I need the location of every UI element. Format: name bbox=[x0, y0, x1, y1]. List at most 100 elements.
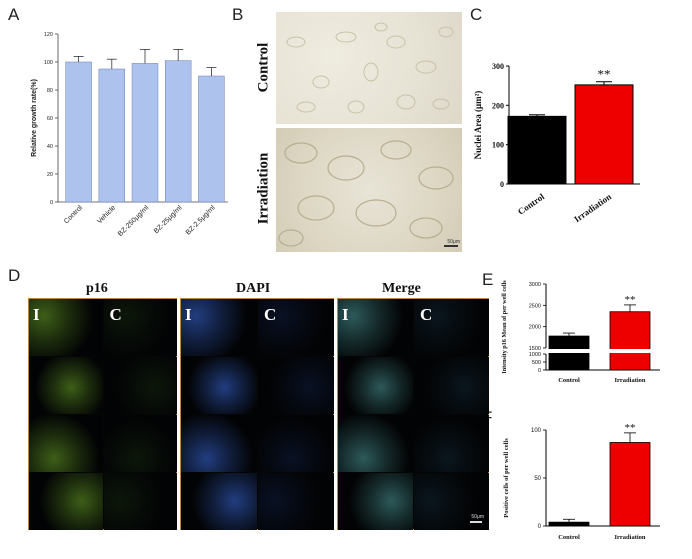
control-corner-label: C bbox=[420, 305, 433, 324]
control-fluorescence-cell bbox=[103, 357, 177, 414]
growth-rate-chart: 0 20 40 60 80 100 120 Control Vehicle BZ-250μg/ml… bbox=[31, 32, 228, 238]
bar-c bbox=[574, 84, 634, 185]
irradiation-fluorescence-cell bbox=[181, 473, 257, 530]
irradiation-fluorescence-cell bbox=[338, 299, 413, 356]
irradiation-fluorescence-cell bbox=[338, 357, 413, 414]
irradiation-fluorescence-cell bbox=[29, 415, 103, 472]
x-tick-label-f: Irradiation bbox=[614, 534, 645, 541]
y-tick-label-a: 20 bbox=[47, 172, 53, 178]
irradiation-row-label: Irradiation bbox=[255, 152, 272, 225]
control-fluorescence-cell bbox=[103, 299, 177, 356]
nuclei-area-chart: 0 100 200 300 Control Irradiation ** Nuclei Are… bbox=[473, 62, 640, 224]
bar-e bbox=[548, 335, 590, 371]
x-tick-label-a: BZ-250μg/ml bbox=[117, 204, 151, 238]
control-fluorescence-cell bbox=[414, 357, 489, 414]
y-tick-label-e: 3000 bbox=[529, 282, 541, 288]
panel-letter-b: B bbox=[232, 5, 244, 24]
y-tick-label-e: 2000 bbox=[529, 325, 541, 331]
significance-e: ** bbox=[625, 294, 636, 306]
scale-bar-b bbox=[444, 245, 458, 247]
y-tick-label-a: 60 bbox=[47, 116, 53, 122]
control-fluorescence-cell bbox=[414, 473, 489, 530]
merge-image-group: I C 50μm bbox=[337, 298, 489, 530]
control-corner-label: C bbox=[109, 305, 122, 324]
control-corner-label: C bbox=[264, 305, 277, 324]
y-tick-label-e: 1000 bbox=[529, 352, 541, 358]
y-tick-label-a: 0 bbox=[50, 200, 53, 206]
y-axis-label-f: Positive cells of per well cells bbox=[503, 438, 510, 518]
header-merge: Merge bbox=[382, 281, 421, 296]
scale-bar-d-label: 50μm bbox=[471, 514, 484, 520]
panel-letter-d: D bbox=[8, 266, 21, 285]
bar-a bbox=[131, 63, 159, 203]
x-tick-label-a: Vehicle bbox=[96, 204, 117, 225]
x-tick-label-f: Control bbox=[558, 534, 580, 541]
irradiation-corner-label: I bbox=[33, 305, 40, 324]
y-tick-label-e: 2500 bbox=[529, 303, 541, 309]
x-tick-label-a: BZ-25μg/ml bbox=[153, 204, 184, 235]
control-cells-graphic bbox=[286, 22, 454, 114]
irradiation-corner-label: I bbox=[342, 305, 349, 324]
control-fluorescence-cell bbox=[103, 473, 177, 530]
irradiation-cells-graphic bbox=[278, 140, 454, 247]
y-tick-label-e: 0 bbox=[538, 368, 541, 374]
header-dapi: DAPI bbox=[236, 281, 271, 296]
significance-c: ** bbox=[598, 67, 611, 82]
y-tick-label-e: 1500 bbox=[529, 346, 541, 352]
control-fluorescence-cell bbox=[103, 415, 177, 472]
y-tick-label-a: 120 bbox=[44, 32, 53, 38]
x-tick-label-e: Irradiation bbox=[614, 377, 645, 384]
control-fluorescence-cell bbox=[414, 299, 489, 356]
irradiation-fluorescence-cell bbox=[29, 299, 103, 356]
x-tick-label-c: Control bbox=[516, 191, 547, 217]
y-axis-label-c: Nuclei Area (μm²) bbox=[473, 91, 483, 160]
y-axis-label-a: Relative growth rate(%) bbox=[31, 79, 38, 157]
irradiation-fluorescence-cell bbox=[29, 473, 103, 530]
control-brightfield-image bbox=[276, 12, 462, 124]
y-tick-label-a: 100 bbox=[44, 60, 53, 66]
positive-cells-chart: 0 50 100 Control Irradiation ** Positive cells… bbox=[503, 422, 660, 541]
irradiation-fluorescence-cell bbox=[338, 415, 413, 472]
y-tick-label-e: 500 bbox=[532, 360, 541, 366]
x-tick-label-c: Irradiation bbox=[572, 191, 613, 224]
bar-e bbox=[609, 311, 651, 371]
bar-f bbox=[609, 442, 651, 527]
panel-letter-c: C bbox=[470, 5, 483, 24]
control-fluorescence-cell bbox=[258, 415, 334, 472]
y-tick-label-a: 80 bbox=[47, 88, 53, 94]
axis-break-e bbox=[542, 349, 662, 353]
y-tick-label-a: 40 bbox=[47, 144, 53, 150]
irradiation-fluorescence-cell bbox=[181, 299, 257, 356]
irradiation-fluorescence-cell bbox=[181, 357, 257, 414]
irradiation-fluorescence-cell bbox=[338, 473, 413, 530]
x-tick-label-a: Control bbox=[63, 204, 84, 225]
irradiation-corner-label: I bbox=[185, 305, 192, 324]
bar-a bbox=[98, 68, 125, 203]
irradiation-fluorescence-cell bbox=[181, 415, 257, 472]
x-tick-label-e: Control bbox=[558, 377, 580, 384]
y-tick-label-c: 300 bbox=[492, 62, 504, 71]
control-row-label-wrap: Control bbox=[254, 14, 274, 124]
bar-a bbox=[198, 75, 225, 203]
control-fluorescence-cell bbox=[414, 415, 489, 472]
header-p16: p16 bbox=[86, 281, 108, 296]
bar-f bbox=[548, 521, 590, 527]
scale-bar-b-label: 50μm bbox=[447, 239, 460, 245]
y-tick-label-f: 0 bbox=[538, 524, 542, 530]
irradiation-brightfield-image: 50μm bbox=[276, 128, 462, 252]
y-tick-label-f: 50 bbox=[534, 476, 541, 482]
bar-c bbox=[507, 115, 567, 185]
bar-a bbox=[165, 60, 192, 203]
panel-letter-a: A bbox=[8, 5, 20, 24]
y-axis-label-e: Intensity p16 Mean of per well cells bbox=[501, 280, 508, 374]
irradiation-fluorescence-cell bbox=[29, 357, 103, 414]
y-tick-label-c: 0 bbox=[500, 180, 504, 189]
bar-a bbox=[65, 61, 92, 203]
scale-bar-d bbox=[470, 521, 482, 523]
fluorescence-grid: I C I C I C 50μm bbox=[28, 298, 489, 530]
control-row-label: Control bbox=[255, 42, 272, 93]
significance-f: ** bbox=[625, 422, 636, 434]
